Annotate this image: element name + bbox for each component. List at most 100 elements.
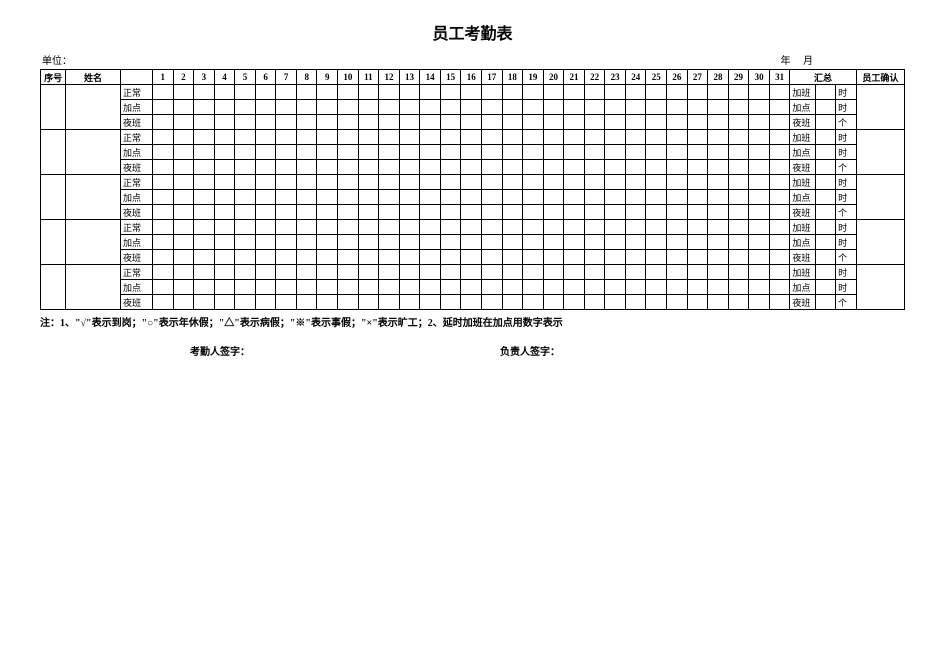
day-cell	[708, 130, 729, 145]
day-cell	[564, 100, 585, 115]
day-cell	[440, 130, 461, 145]
day-cell	[276, 115, 297, 130]
summary-value-cell	[815, 115, 836, 130]
day-cell	[399, 130, 420, 145]
day-cell	[235, 100, 256, 115]
summary-value-cell	[815, 85, 836, 100]
day-cell	[440, 280, 461, 295]
day-cell	[235, 85, 256, 100]
header-day: 3	[194, 70, 215, 85]
day-cell	[420, 265, 441, 280]
day-cell	[235, 235, 256, 250]
day-cell	[605, 250, 626, 265]
day-cell	[481, 220, 502, 235]
day-cell	[667, 130, 688, 145]
summary-value-cell	[815, 100, 836, 115]
day-cell	[728, 160, 749, 175]
day-cell	[296, 100, 317, 115]
day-cell	[502, 115, 523, 130]
day-cell	[625, 175, 646, 190]
name-cell	[66, 130, 121, 175]
day-cell	[338, 250, 359, 265]
day-cell	[235, 115, 256, 130]
day-cell	[625, 280, 646, 295]
header-day: 26	[667, 70, 688, 85]
table-row: 夜班夜班个	[41, 250, 905, 265]
day-cell	[646, 295, 667, 310]
header-day: 30	[749, 70, 770, 85]
day-cell	[255, 280, 276, 295]
header-day: 18	[502, 70, 523, 85]
day-cell	[399, 220, 420, 235]
day-cell	[605, 145, 626, 160]
header-name: 姓名	[66, 70, 121, 85]
day-cell	[440, 295, 461, 310]
day-cell	[338, 295, 359, 310]
day-cell	[399, 160, 420, 175]
table-row: 正常加班时	[41, 175, 905, 190]
day-cell	[502, 265, 523, 280]
day-cell	[152, 100, 173, 115]
day-cell	[379, 160, 400, 175]
day-cell	[276, 250, 297, 265]
day-cell	[338, 85, 359, 100]
header-day: 2	[173, 70, 194, 85]
day-cell	[605, 160, 626, 175]
day-cell	[296, 175, 317, 190]
day-cell	[399, 235, 420, 250]
day-cell	[584, 295, 605, 310]
day-cell	[584, 145, 605, 160]
day-cell	[481, 205, 502, 220]
day-cell	[523, 205, 544, 220]
day-cell	[152, 220, 173, 235]
day-cell	[255, 145, 276, 160]
day-cell	[255, 175, 276, 190]
summary-label-cell: 加点	[790, 280, 815, 295]
day-cell	[194, 280, 215, 295]
table-row: 加点加点时	[41, 190, 905, 205]
day-cell	[194, 160, 215, 175]
summary-label-cell: 加班	[790, 85, 815, 100]
day-cell	[235, 160, 256, 175]
day-cell	[440, 85, 461, 100]
summary-label-cell: 夜班	[790, 250, 815, 265]
day-cell	[687, 145, 708, 160]
day-cell	[317, 220, 338, 235]
day-cell	[481, 190, 502, 205]
day-cell	[461, 190, 482, 205]
day-cell	[564, 220, 585, 235]
day-cell	[708, 100, 729, 115]
day-cell	[317, 250, 338, 265]
table-row: 夜班夜班个	[41, 115, 905, 130]
day-cell	[338, 280, 359, 295]
day-cell	[481, 85, 502, 100]
day-cell	[317, 100, 338, 115]
type-cell: 加点	[120, 145, 152, 160]
table-row: 加点加点时	[41, 235, 905, 250]
day-cell	[235, 205, 256, 220]
day-cell	[625, 190, 646, 205]
day-cell	[173, 205, 194, 220]
table-row: 夜班夜班个	[41, 205, 905, 220]
type-cell: 夜班	[120, 250, 152, 265]
summary-label-cell: 加点	[790, 190, 815, 205]
day-cell	[749, 220, 770, 235]
day-cell	[646, 220, 667, 235]
header-day: 21	[564, 70, 585, 85]
day-cell	[276, 130, 297, 145]
day-cell	[584, 115, 605, 130]
day-cell	[564, 190, 585, 205]
header-type	[120, 70, 152, 85]
day-cell	[625, 85, 646, 100]
day-cell	[625, 115, 646, 130]
day-cell	[276, 175, 297, 190]
name-cell	[66, 175, 121, 220]
signature-row: 考勤人签字： 负责人签字：	[40, 343, 905, 358]
day-cell	[440, 250, 461, 265]
day-cell	[667, 220, 688, 235]
day-cell	[173, 160, 194, 175]
day-cell	[276, 100, 297, 115]
day-cell	[358, 205, 379, 220]
day-cell	[255, 295, 276, 310]
day-cell	[646, 145, 667, 160]
